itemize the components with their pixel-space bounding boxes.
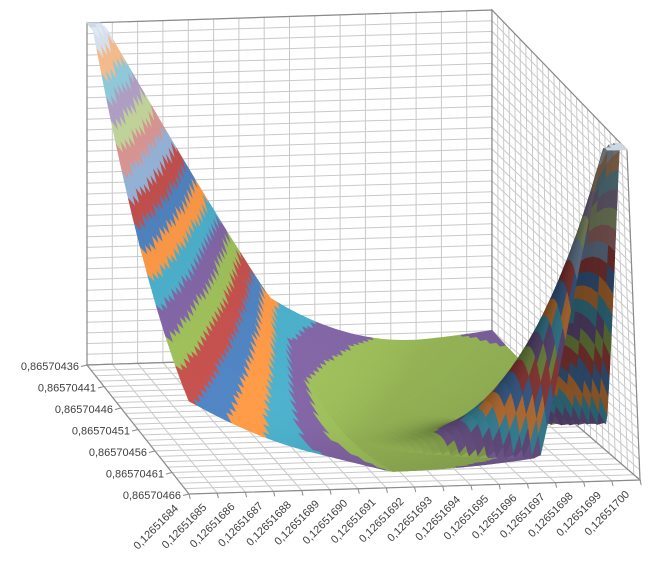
series-axis-tick-label: 0,86570466 bbox=[123, 490, 181, 502]
series-axis-tick-label: 0,86570461 bbox=[106, 469, 164, 481]
series-axis-tick-label: 0,86570456 bbox=[89, 447, 147, 459]
series-axis-tick-label: 0,86570436 bbox=[21, 361, 79, 373]
surface-series bbox=[86, 22, 628, 472]
series-axis-tick-label: 0,86570446 bbox=[55, 404, 113, 416]
series-axis-tick-label: 0,86570441 bbox=[38, 383, 96, 395]
series-axis: 0,86570436 0,86570441 0,86570446 0,86570451… bbox=[21, 361, 190, 502]
series-axis-tick-label: 0,86570451 bbox=[72, 426, 130, 438]
